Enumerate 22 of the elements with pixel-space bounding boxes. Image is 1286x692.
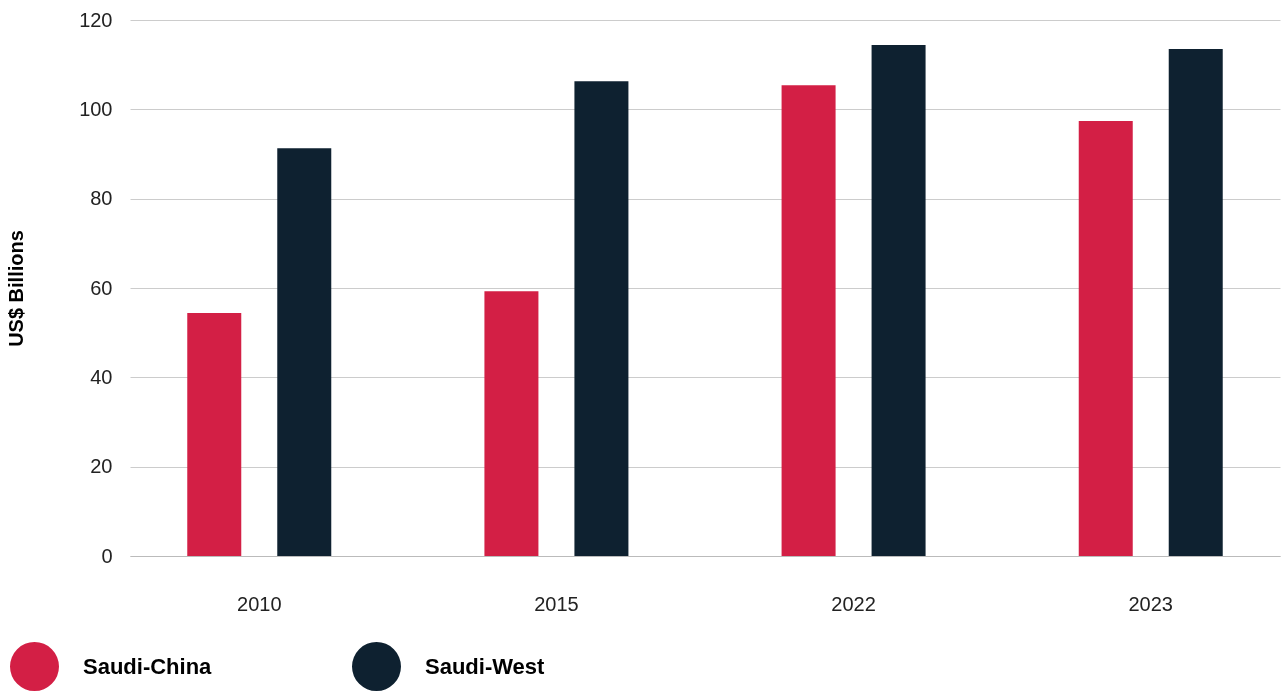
y-tick-label: 20 <box>90 455 113 478</box>
x-tick-label: 2015 <box>534 592 579 615</box>
bar <box>574 81 629 556</box>
y-tick-label: 100 <box>79 97 113 120</box>
x-tick-label: 2023 <box>1128 592 1173 615</box>
legend-label: Saudi-China <box>83 653 213 679</box>
bar <box>187 313 242 556</box>
y-tick-label: 40 <box>90 365 113 388</box>
legend-label: Saudi-West <box>425 653 546 679</box>
bar <box>277 148 332 556</box>
y-tick-label: 60 <box>90 276 113 299</box>
bar <box>1168 49 1223 556</box>
bar <box>484 291 539 556</box>
bar <box>1078 120 1133 556</box>
bar <box>871 45 926 556</box>
x-tick-label: 2010 <box>237 592 282 615</box>
y-tick-label: 120 <box>79 8 113 31</box>
y-tick-label: 80 <box>90 187 113 210</box>
bar <box>781 85 836 556</box>
y-tick-label: 0 <box>101 544 113 567</box>
y-axis-title: US$ Billions <box>5 230 28 347</box>
x-tick-label: 2022 <box>831 592 876 615</box>
